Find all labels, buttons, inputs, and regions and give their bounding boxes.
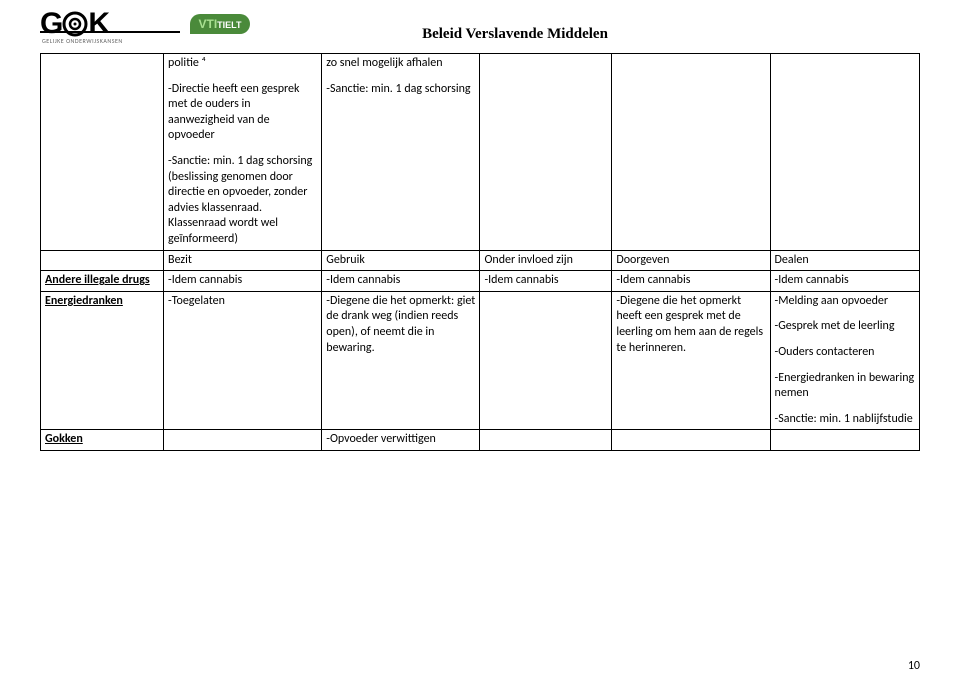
gok-subtitle: GELIJKE ONDERWIJSKANSEN [42,37,123,45]
cell: -Melding aan opvoeder -Gesprek met de le… [770,291,919,430]
logo-block: G K GELIJKE ONDERWIJSKANSEN VTI TIELT [40,10,250,45]
cell-para: politie ⁴ [168,56,317,72]
cell: -Opvoeder verwittigen [322,430,480,451]
cell: -Idem cannabis [612,271,770,292]
row-label: Energiedranken [41,291,164,430]
gok-logo: G K GELIJKE ONDERWIJSKANSEN [40,10,180,45]
cell [612,54,770,251]
page-number: 10 [908,659,920,673]
table-row: Andere illegale drugs -Idem cannabis -Id… [41,271,920,292]
cell-para: zo snel mogelijk afhalen [326,56,475,72]
vti-badge: VTI TIELT [190,14,250,34]
cell: zo snel mogelijk afhalen -Sanctie: min. … [322,54,480,251]
policy-table: politie ⁴ -Directie heeft een gesprek me… [40,53,920,451]
cell-para: -Ouders contacteren [775,345,915,361]
row-label: Gokken [41,430,164,451]
cell-header: Dealen [770,250,919,271]
row-label: Andere illegale drugs [41,271,164,292]
vti-label: TIELT [217,20,241,30]
cell: -Idem cannabis [770,271,919,292]
cell-para: -Energiedranken in bewaring nemen [775,371,915,402]
logo-divider [40,31,180,33]
cell [164,430,322,451]
page-header: G K GELIJKE ONDERWIJSKANSEN VTI TIELT Be… [40,10,920,45]
cell-para: -Sanctie: min. 1 dag schorsing (beslissi… [168,154,317,248]
cell: -Toegelaten [164,291,322,430]
cell: -Diegene die het opmerkt heeft een gespr… [612,291,770,430]
cell-para: -Sanctie: min. 1 nablijfstudie [775,412,915,428]
cell-para: -Melding aan opvoeder [775,294,915,310]
table-row: politie ⁴ -Directie heeft een gesprek me… [41,54,920,251]
cell [770,430,919,451]
cell [41,54,164,251]
cell: -Idem cannabis [322,271,480,292]
table-row: Energiedranken -Toegelaten -Diegene die … [41,291,920,430]
document-title: Beleid Verslavende Middelen [250,10,920,43]
cell-para: -Gesprek met de leerling [775,319,915,335]
cell [480,430,612,451]
cell [480,291,612,430]
cell-para: -Directie heeft een gesprek met de ouder… [168,82,317,144]
cell-para: -Sanctie: min. 1 dag schorsing [326,82,475,98]
table-row: Bezit Gebruik Onder invloed zijn Doorgev… [41,250,920,271]
cell: -Idem cannabis [480,271,612,292]
cell: politie ⁴ -Directie heeft een gesprek me… [164,54,322,251]
cell: -Diegene die het opmerkt: giet de drank … [322,291,480,430]
cell-header: Onder invloed zijn [480,250,612,271]
vti-prefix: VTI [199,17,218,31]
cell-header: Bezit [164,250,322,271]
table-row: Gokken -Opvoeder verwittigen [41,430,920,451]
cell-header: Doorgeven [612,250,770,271]
cell-header: Gebruik [322,250,480,271]
cell [612,430,770,451]
cell [41,250,164,271]
cell [480,54,612,251]
cell: -Idem cannabis [164,271,322,292]
cell [770,54,919,251]
